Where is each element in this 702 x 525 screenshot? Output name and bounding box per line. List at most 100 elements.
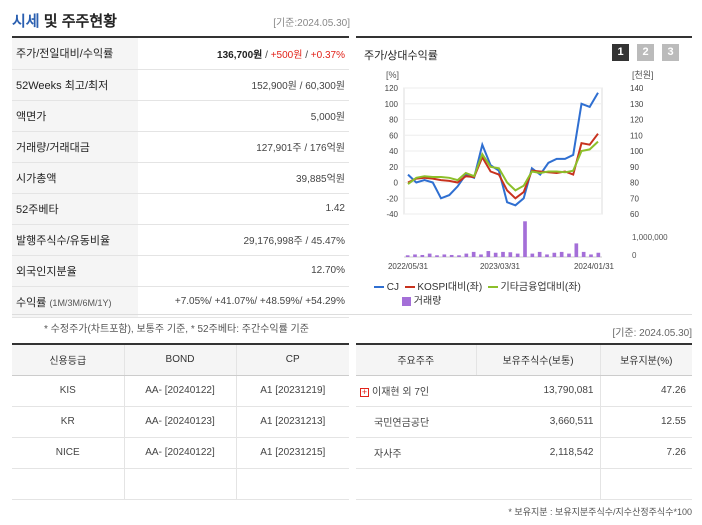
volume-axis-tick: 1,000,000 [632, 233, 668, 242]
info-key: 수익률 [16, 296, 47, 309]
price-change-pct: +0.37% [310, 49, 345, 61]
section-divider [12, 314, 692, 315]
info-row-52w: 52Weeks 최고/최저 152,900원 / 60,300원 [12, 69, 349, 100]
chart-title: 주가/상대수익률 [364, 50, 438, 62]
chart-page-2-button[interactable]: 2 [637, 44, 654, 61]
volume-bar [545, 254, 549, 257]
chart-legend-volume: 거래량 [402, 292, 441, 307]
info-row-marketcap: 시가총액 39,885억원 [12, 162, 349, 193]
info-value: 39,885억원 [296, 174, 345, 185]
credit-header: 신용등급 [12, 345, 125, 376]
right-axis-tick: 130 [630, 100, 644, 109]
left-axis-tick: 60 [389, 131, 398, 140]
info-key: 52주베타 [12, 193, 138, 224]
holders-base-date: [기준: 2024.05.30] [612, 328, 692, 339]
volume-bar [515, 253, 520, 257]
current-price: 136,700원 [217, 49, 263, 61]
holder-header: 주요주주 [356, 345, 477, 376]
series-line-sector [407, 140, 599, 192]
info-key: 외국인지분율 [12, 255, 138, 286]
volume-bar [552, 252, 557, 257]
legend-volume: 거래량 [413, 296, 442, 307]
holder-name: 자사주 [356, 437, 476, 469]
info-value: 12.70% [311, 265, 345, 276]
info-row-face: 액면가 5,000원 [12, 100, 349, 131]
right-axis-tick: 110 [630, 131, 643, 140]
volume-bar [442, 254, 447, 257]
volume-bar [523, 221, 527, 257]
chart-page-1-button[interactable]: 1 [612, 44, 629, 61]
legend-cj-swatch [374, 286, 384, 289]
info-key: 52Weeks 최고/최저 [12, 69, 138, 100]
info-key: 액면가 [12, 100, 138, 131]
volume-bar [420, 254, 425, 257]
info-value: 152,900원 / 60,300원 [251, 81, 345, 92]
volume-bar [508, 252, 513, 257]
expand-icon[interactable]: + [360, 386, 369, 397]
right-axis-unit: [천원] [632, 70, 654, 80]
volume-bar [501, 251, 505, 257]
volume-bar [464, 253, 469, 257]
info-key-sub: (1M/3M/6M/1Y) [49, 297, 112, 308]
right-axis-tick: 140 [630, 84, 644, 93]
info-row-beta: 52주베타 1.42 [12, 193, 349, 224]
chart-legend: CJ KOSPI대비(좌) 기타금융업대비(좌) [374, 278, 581, 293]
holders-divider [356, 343, 692, 345]
credit-header: BOND [124, 345, 237, 376]
series-line-cj [407, 92, 599, 207]
left-axis-tick: 120 [385, 84, 399, 93]
legend-kospi-swatch [404, 286, 415, 289]
right-axis-tick: 100 [630, 147, 644, 156]
volume-bar [427, 253, 432, 257]
left-axis-tick: 0 [394, 179, 399, 188]
left-axis-tick: 20 [389, 163, 398, 172]
holders-footnote: * 보유지분 : 보유지분주식수/지수산정주식수*100 [508, 507, 692, 517]
right-axis-tick: 90 [630, 163, 639, 172]
page-title: 시세 및 주주현황 [12, 13, 117, 30]
left-axis-tick: 80 [389, 116, 398, 125]
right-axis-tick: 60 [630, 210, 639, 219]
returns-value: +7.05%/ +41.07%/ +48.59%/ +54.29% [174, 296, 345, 307]
info-footnote: * 수정주가(차트포함), 보통주 기준, * 52주베타: 주간수익률 기준 [44, 324, 309, 335]
info-value: 1.42 [325, 203, 345, 214]
holder-name: 이재현 외 7인 [372, 387, 430, 398]
chart-divider [356, 36, 692, 38]
volume-bar [537, 251, 542, 257]
legend-sector: 기타금융업대비(좌) [500, 282, 581, 293]
info-row-price: 주가/전일대비/수익률 136,700원 / +500원 / +0.37% [12, 38, 349, 69]
left-axis-tick: -40 [386, 210, 398, 219]
volume-bar [581, 251, 586, 257]
volume-bar [574, 243, 579, 257]
volume-bar [559, 251, 564, 257]
x-axis-label: 2023/03/31 [480, 262, 521, 271]
info-row-volume: 거래량/거래대금 127,901주 / 176억원 [12, 131, 349, 162]
left-axis-tick: 100 [385, 100, 399, 109]
stock-chart: -40 60 -20 70 0 80 20 90 40 100 60 110 80 120 100 130 12… [385, 70, 669, 271]
legend-kospi: KOSPI대비(좌) [417, 282, 483, 293]
table-row: KR AA- [20240123] A1 [20231213] [12, 406, 349, 438]
right-axis-tick: 120 [630, 116, 644, 125]
holder-header: 보유지분(%) [600, 345, 692, 376]
x-axis-label: 2022/05/31 [388, 262, 429, 271]
info-key: 발행주식수/유동비율 [12, 224, 138, 255]
volume-bar [449, 254, 454, 257]
major-shareholders-table: 주요주주 보유주식수(보통) 보유지분(%) + 이재현 외 7인 13,790,… [356, 345, 692, 500]
credit-divider [12, 343, 349, 345]
left-axis-unit: [%] [386, 70, 399, 80]
info-key: 시가총액 [12, 162, 138, 193]
base-date: [기준:2024.05.30] [273, 18, 350, 29]
info-key: 거래량/거래대금 [12, 131, 138, 162]
table-row: 국민연금공단 3,660,511 12.55 [356, 406, 692, 438]
volume-bar [486, 251, 491, 257]
legend-sector-swatch [487, 286, 498, 289]
volume-bar [530, 253, 535, 257]
info-row-returns: 수익률 (1M/3M/6M/1Y) +7.05%/ +41.07%/ +48.5… [12, 286, 349, 317]
table-row [12, 468, 349, 500]
chart-page-3-button[interactable]: 3 [662, 44, 679, 61]
info-value: 29,176,998주 / 45.47% [243, 236, 346, 247]
info-value: 5,000원 [310, 112, 345, 123]
right-axis-tick: 70 [630, 194, 639, 203]
legend-cj: CJ [386, 282, 400, 293]
volume-bar [457, 255, 461, 257]
info-value: 127,901주 / 176억원 [256, 143, 345, 154]
